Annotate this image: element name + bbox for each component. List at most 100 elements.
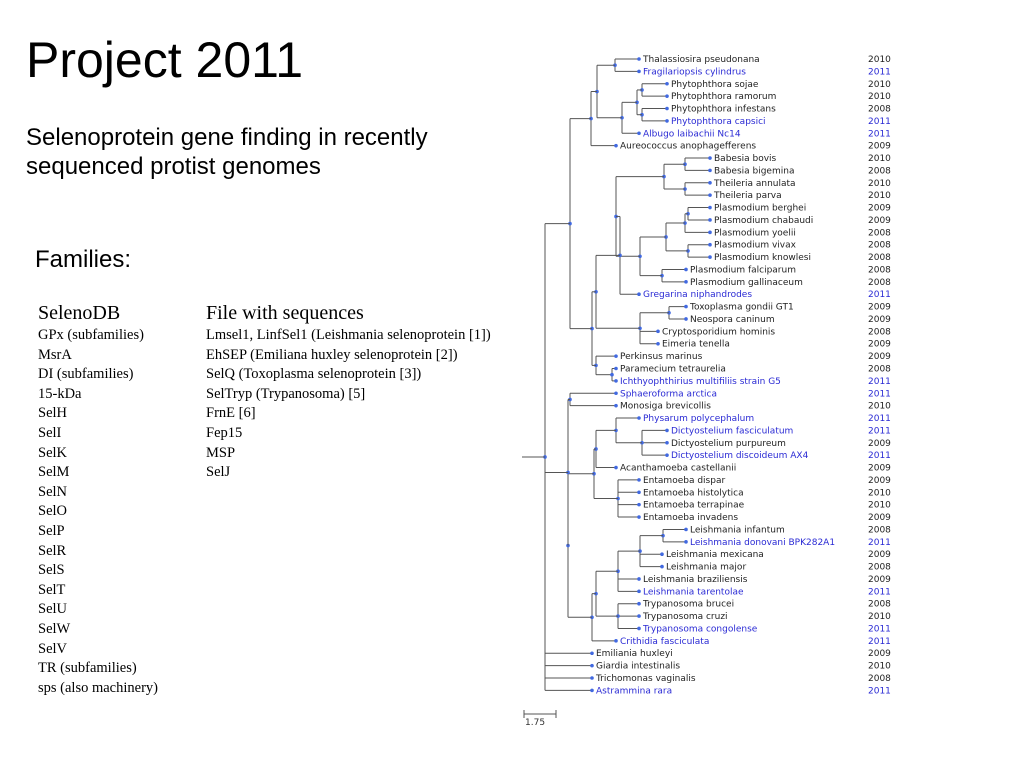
- file-sequences-header: File with sequences: [206, 302, 364, 324]
- selenodb-family-item: SelR: [38, 542, 67, 559]
- taxon-label: Paramecium tetraurelia: [620, 365, 726, 375]
- file-sequence-item: SelQ (Toxoplasma selenoprotein [3]): [206, 366, 422, 383]
- taxon-label: Plasmodium berghei: [714, 204, 806, 214]
- leaf-node: [665, 94, 669, 98]
- leaf-node: [637, 490, 641, 495]
- leaf-node: [708, 242, 712, 247]
- taxon-year: 2011: [868, 377, 891, 387]
- leaf-node: [614, 403, 618, 408]
- taxon-year: 2011: [868, 117, 891, 127]
- taxon-year: 2011: [868, 637, 891, 647]
- leaf-node: [637, 626, 641, 631]
- leaf-node: [590, 663, 594, 668]
- taxon-label: Gregarina niphandrodes: [643, 290, 752, 300]
- taxon-label: Leishmania mexicana: [666, 550, 764, 560]
- taxon-year: 2011: [868, 451, 891, 461]
- taxon-label: Crithidia fasciculata: [620, 637, 709, 647]
- taxon-year: 2010: [868, 55, 891, 65]
- leaf-node: [684, 304, 688, 309]
- taxon-year: 2010: [868, 191, 891, 201]
- leaf-node: [614, 379, 618, 383]
- taxon-year: 2009: [868, 439, 891, 449]
- taxon-year: 2011: [868, 414, 891, 424]
- taxon-label: Ichthyophthirius multifiliis strain G5: [620, 377, 781, 387]
- taxon-year: 2008: [868, 241, 891, 251]
- selenodb-family-item: SelK: [38, 444, 67, 461]
- leaf-node: [665, 106, 669, 111]
- leaf-node: [637, 69, 641, 74]
- taxon-year: 2011: [868, 426, 891, 436]
- selenodb-column: SelenoDB GPx (subfamilies) MsrA DI (subfam…: [38, 301, 158, 698]
- leaf-node: [665, 81, 669, 86]
- leaf-node: [665, 119, 669, 123]
- leaf-node: [637, 502, 641, 507]
- families-label: Families:: [35, 246, 132, 273]
- selenodb-family-item: GPx (subfamilies): [38, 327, 144, 343]
- taxon-year: 2010: [868, 92, 891, 102]
- taxon-year: 2008: [868, 278, 891, 288]
- leaf-node: [660, 564, 664, 569]
- taxon-year: 2010: [868, 662, 891, 672]
- leaf-node: [684, 317, 688, 321]
- leaf-node: [665, 453, 669, 457]
- taxon-label: Dictyostelium fasciculatum: [671, 426, 793, 436]
- taxon-label: Phytophthora capsici: [671, 117, 766, 127]
- taxon-label: Trichomonas vaginalis: [595, 674, 696, 684]
- taxon-year: 2011: [868, 389, 891, 399]
- taxon-year: 2010: [868, 501, 891, 511]
- leaf-node: [708, 218, 712, 222]
- taxon-label: Thalassiosira pseudonana: [642, 55, 760, 65]
- leaf-node: [637, 614, 641, 618]
- taxon-year: 2010: [868, 154, 891, 164]
- taxon-year: 2009: [868, 575, 891, 585]
- leaf-node: [660, 552, 664, 556]
- leaf-node: [637, 57, 641, 61]
- file-sequence-item: MSP: [206, 444, 236, 461]
- taxon-year: 2010: [868, 179, 891, 189]
- leaf-node: [637, 131, 641, 136]
- taxon-year: 2008: [868, 563, 891, 573]
- taxon-label: Emiliania huxleyi: [596, 649, 673, 659]
- leaf-node: [614, 354, 618, 358]
- leaf-node: [684, 540, 688, 544]
- taxon-year: 2009: [868, 464, 891, 474]
- taxon-year: 2010: [868, 488, 891, 498]
- file-sequence-item: EhSEP (Emiliana huxley selenoprotein [2]…: [206, 346, 458, 363]
- leaf-node: [614, 391, 618, 396]
- selenodb-family-item: SelM: [38, 464, 70, 481]
- leaf-node: [637, 515, 641, 519]
- taxon-year: 2009: [868, 216, 891, 226]
- leaf-node: [590, 676, 594, 680]
- taxon-year: 2009: [868, 550, 891, 560]
- selenodb-header: SelenoDB: [38, 302, 121, 324]
- taxon-label: Leishmania braziliensis: [643, 575, 748, 585]
- taxon-label: Phytophthora infestans: [671, 105, 776, 115]
- taxon-label: Leishmania donovani BPK282A1: [690, 538, 835, 548]
- leaf-node: [684, 267, 688, 272]
- taxon-label: Fragilariopsis cylindrus: [643, 67, 746, 77]
- selenodb-family-item: DI (subfamilies): [38, 366, 134, 383]
- taxon-label: Phytophthora ramorum: [671, 92, 776, 102]
- taxon-label: Trypanosoma cruzi: [642, 612, 728, 622]
- taxon-label: Toxoplasma gondii GT1: [689, 303, 794, 313]
- leaf-node: [656, 329, 660, 334]
- leaf-node: [684, 527, 688, 532]
- taxon-label: Entamoeba terrapinae: [643, 501, 745, 511]
- taxon-label: Leishmania tarentolae: [643, 587, 744, 597]
- leaf-node: [708, 168, 712, 173]
- subtitle: Selenoprotein gene finding in recently s…: [26, 123, 506, 181]
- taxon-label: Theileria annulata: [713, 179, 796, 189]
- taxon-label: Plasmodium knowlesi: [714, 253, 811, 263]
- leaf-node: [637, 416, 641, 420]
- taxon-year: 2008: [868, 365, 891, 375]
- selenodb-family-item: SelH: [38, 405, 67, 422]
- leaf-node: [614, 639, 618, 643]
- taxon-label: Plasmodium vivax: [714, 241, 797, 251]
- leaf-node: [684, 280, 688, 284]
- subtitle-line: Selenoprotein gene finding in recently: [26, 124, 428, 151]
- selenodb-family-item: SelU: [38, 601, 67, 618]
- leaf-node: [637, 292, 641, 297]
- taxon-year: 2009: [868, 142, 891, 152]
- taxon-year: 2011: [868, 538, 891, 548]
